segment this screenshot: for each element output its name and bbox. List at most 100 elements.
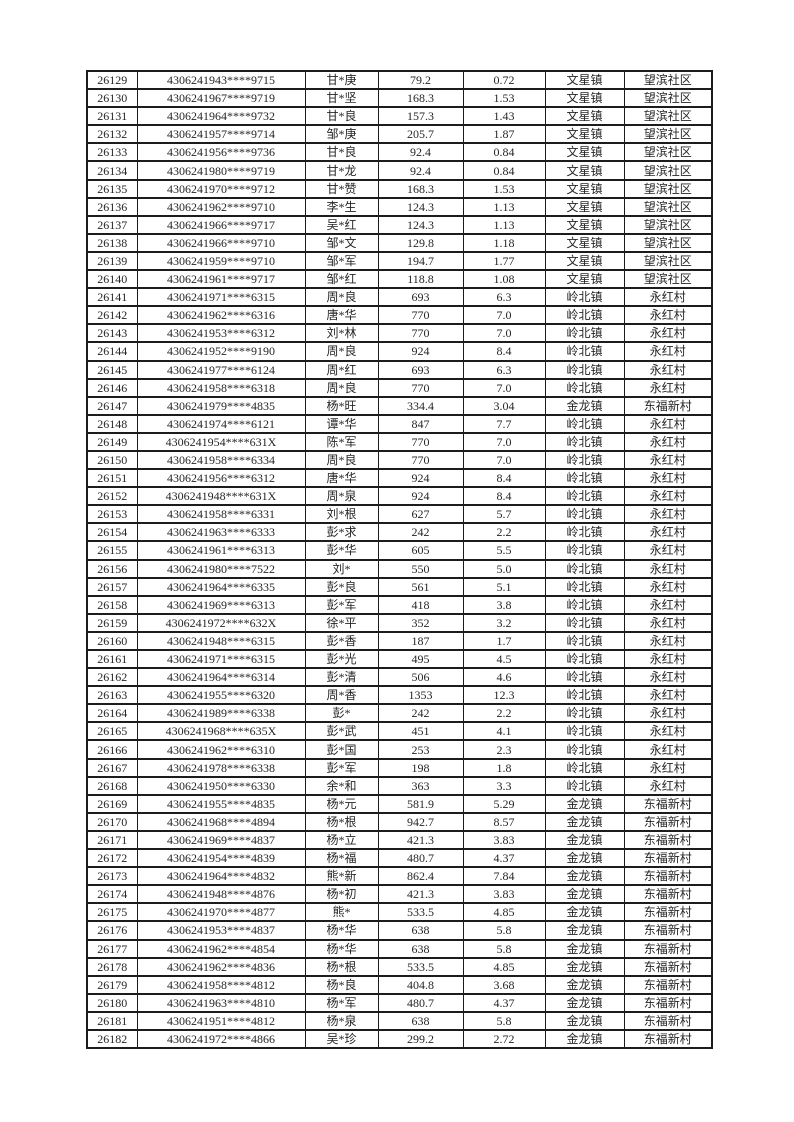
- cell-serial-number: 26152: [86, 486, 138, 507]
- cell-serial-number: 26167: [86, 757, 138, 778]
- cell-masked-id-number: 4306241948****631X: [136, 486, 306, 507]
- cell-value-primary: 404.8: [377, 974, 464, 995]
- cell-value-primary: 638: [377, 938, 464, 959]
- cell-village: 永红村: [623, 612, 713, 633]
- table-row: 26159 4306241972****632X 徐*平 352 3.2 岭北镇 永红村: [86, 612, 713, 633]
- cell-person-name: 彭*华: [304, 540, 379, 561]
- cell-serial-number: 26137: [86, 214, 138, 235]
- cell-value-secondary: 12.3: [462, 685, 546, 706]
- cell-value-primary: 770: [377, 305, 464, 326]
- cell-masked-id-number: 4306241956****6312: [136, 468, 306, 489]
- cell-village: 东福新村: [623, 956, 713, 977]
- cell-person-name: 杨*元: [304, 793, 379, 814]
- table-row: 26137 4306241966****9717 吴*红 124.3 1.13 文星镇 望滨…: [86, 214, 713, 235]
- cell-serial-number: 26136: [86, 196, 138, 217]
- cell-masked-id-number: 4306241964****9732: [136, 106, 306, 127]
- table-row: 26178 4306241962****4836 杨*根 533.5 4.85 金龙镇 东福…: [86, 956, 713, 977]
- cell-masked-id-number: 4306241962****9710: [136, 196, 306, 217]
- cell-value-primary: 533.5: [377, 956, 464, 977]
- cell-town: 文星镇: [544, 196, 625, 217]
- cell-town: 金龙镇: [544, 1028, 625, 1050]
- table-row: 26174 4306241948****4876 杨*初 421.3 3.83 金龙镇 东福…: [86, 884, 713, 905]
- cell-value-primary: 421.3: [377, 829, 464, 851]
- cell-value-secondary: 4.1: [462, 721, 546, 742]
- table-row: 26141 4306241971****6315 周*良 693 6.3 岭北镇 永红村: [86, 287, 713, 308]
- cell-village: 永红村: [623, 757, 713, 778]
- cell-person-name: 唐*华: [304, 305, 379, 326]
- cell-serial-number: 26135: [86, 178, 138, 199]
- cell-masked-id-number: 4306241969****6313: [136, 594, 306, 615]
- cell-value-secondary: 8.4: [462, 468, 546, 489]
- cell-village: 永红村: [623, 540, 713, 561]
- cell-value-primary: 1353: [377, 685, 464, 706]
- cell-value-primary: 533.5: [377, 902, 464, 923]
- cell-value-secondary: 4.85: [462, 956, 546, 977]
- cell-village: 永红村: [623, 594, 713, 615]
- table-row: 26173 4306241964****4832 熊*新 862.4 7.84 金龙镇 东福…: [86, 866, 713, 887]
- cell-serial-number: 26132: [86, 124, 138, 145]
- cell-person-name: 邹*文: [304, 232, 379, 253]
- cell-value-primary: 418: [377, 594, 464, 615]
- cell-village: 永红村: [623, 739, 713, 760]
- cell-masked-id-number: 4306241948****4876: [136, 884, 306, 905]
- cell-person-name: 彭*军: [304, 757, 379, 778]
- cell-person-name: 彭*清: [304, 667, 379, 688]
- cell-value-primary: 299.2: [377, 1028, 464, 1050]
- cell-serial-number: 26147: [86, 395, 138, 416]
- cell-value-primary: 205.7: [377, 124, 464, 145]
- cell-town: 岭北镇: [544, 775, 625, 796]
- cell-masked-id-number: 4306241969****4837: [136, 829, 306, 851]
- cell-town: 岭北镇: [544, 648, 625, 670]
- cell-town: 金龙镇: [544, 395, 625, 416]
- cell-value-secondary: 3.04: [462, 395, 546, 416]
- cell-village: 永红村: [623, 775, 713, 796]
- cell-town: 金龙镇: [544, 793, 625, 814]
- cell-town: 金龙镇: [544, 884, 625, 905]
- cell-person-name: 刘*林: [304, 323, 379, 344]
- cell-serial-number: 26179: [86, 974, 138, 995]
- cell-value-secondary: 1.87: [462, 124, 546, 145]
- cell-value-secondary: 4.5: [462, 648, 546, 670]
- cell-value-primary: 451: [377, 721, 464, 742]
- cell-town: 文星镇: [544, 69, 625, 91]
- cell-value-primary: 770: [377, 449, 464, 471]
- cell-value-secondary: 0.72: [462, 69, 546, 91]
- cell-value-secondary: 3.2: [462, 612, 546, 633]
- cell-masked-id-number: 4306241962****6316: [136, 305, 306, 326]
- cell-person-name: 周*良: [304, 449, 379, 471]
- table-row: 26134 4306241980****9719 甘*龙 92.4 0.84 文星镇 望滨社…: [86, 160, 713, 181]
- cell-value-secondary: 6.3: [462, 287, 546, 308]
- cell-town: 金龙镇: [544, 956, 625, 977]
- cell-person-name: 甘*良: [304, 106, 379, 127]
- cell-village: 东福新村: [623, 1010, 713, 1031]
- cell-person-name: 杨*福: [304, 848, 379, 869]
- cell-village: 东福新村: [623, 974, 713, 995]
- cell-person-name: 杨*良: [304, 974, 379, 995]
- cell-village: 永红村: [623, 413, 713, 434]
- cell-town: 金龙镇: [544, 938, 625, 959]
- cell-value-secondary: 5.8: [462, 938, 546, 959]
- cell-serial-number: 26166: [86, 739, 138, 760]
- cell-masked-id-number: 4306241961****9717: [136, 269, 306, 290]
- cell-masked-id-number: 4306241980****7522: [136, 558, 306, 579]
- cell-village: 东福新村: [623, 811, 713, 832]
- table-row: 26150 4306241958****6334 周*良 770 7.0 岭北镇 永红村: [86, 449, 713, 471]
- cell-value-primary: 92.4: [377, 142, 464, 163]
- cell-person-name: 熊*: [304, 902, 379, 923]
- cell-value-primary: 924: [377, 341, 464, 362]
- cell-village: 永红村: [623, 468, 713, 489]
- cell-town: 文星镇: [544, 160, 625, 181]
- cell-serial-number: 26173: [86, 866, 138, 887]
- cell-value-secondary: 7.84: [462, 866, 546, 887]
- cell-value-secondary: 4.85: [462, 902, 546, 923]
- cell-value-secondary: 5.8: [462, 920, 546, 941]
- cell-village: 望滨社区: [623, 160, 713, 181]
- cell-serial-number: 26176: [86, 920, 138, 941]
- cell-serial-number: 26175: [86, 902, 138, 923]
- cell-person-name: 吴*珍: [304, 1028, 379, 1050]
- cell-village: 永红村: [623, 287, 713, 308]
- cell-person-name: 杨*军: [304, 992, 379, 1013]
- cell-village: 永红村: [623, 630, 713, 652]
- cell-village: 永红村: [623, 305, 713, 326]
- cell-value-secondary: 5.7: [462, 504, 546, 525]
